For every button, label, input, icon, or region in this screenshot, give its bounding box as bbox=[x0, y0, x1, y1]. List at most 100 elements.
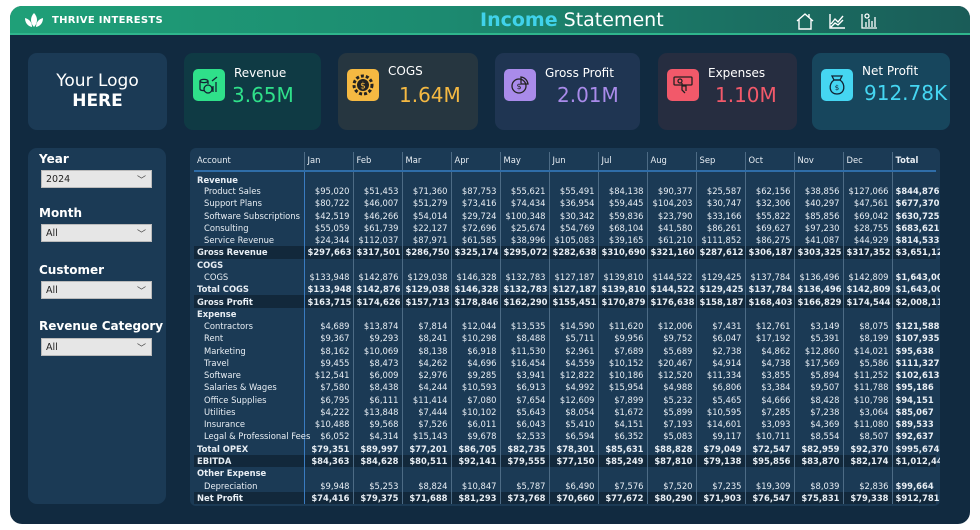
bar-chart-icon[interactable] bbox=[859, 11, 879, 31]
row-label: Support Plans bbox=[194, 197, 305, 210]
home-icon[interactable] bbox=[795, 11, 815, 31]
row-label: EBITDA bbox=[194, 454, 305, 468]
value-cell: $310,690 bbox=[598, 246, 648, 259]
value-cell: $6,806 bbox=[696, 381, 746, 394]
value-cell bbox=[647, 307, 697, 320]
value-cell: $166,829 bbox=[794, 295, 844, 308]
total-cell bbox=[892, 171, 936, 185]
value-cell: $7,689 bbox=[598, 344, 648, 357]
value-cell: $12,609 bbox=[549, 393, 599, 406]
value-cell: $46,007 bbox=[353, 197, 403, 210]
row-label: Marketing bbox=[194, 344, 305, 357]
value-cell: $28,755 bbox=[843, 221, 893, 235]
value-cell: $4,862 bbox=[745, 344, 795, 357]
value-cell: $9,948 bbox=[304, 479, 354, 492]
value-cell: $7,080 bbox=[451, 393, 501, 406]
value-cell: $80,290 bbox=[647, 491, 697, 504]
revenue-category-dropdown[interactable]: All ﹀ bbox=[41, 338, 152, 356]
value-cell bbox=[549, 171, 599, 185]
table-row: Contractors $4,689 $13,874 $7,814 $12,044 $13… bbox=[194, 319, 940, 333]
value-cell bbox=[402, 258, 452, 271]
total-cell bbox=[892, 308, 936, 320]
value-cell: $12,822 bbox=[549, 368, 599, 382]
month-dropdown[interactable]: All ﹀ bbox=[41, 224, 152, 242]
value-cell: $81,293 bbox=[451, 491, 501, 504]
kpi-expenses: Expenses 1.10M bbox=[658, 53, 797, 130]
value-cell: $142,876 bbox=[353, 270, 403, 284]
value-cell: $7,238 bbox=[794, 405, 844, 419]
value-cell: $88,828 bbox=[647, 442, 697, 455]
value-cell: $174,544 bbox=[843, 295, 893, 308]
value-cell bbox=[500, 171, 550, 185]
value-cell: $5,787 bbox=[500, 479, 550, 492]
table-row: EBITDA $84,363 $84,628 $80,511 $92,141 $79,55… bbox=[194, 454, 940, 468]
total-cell bbox=[892, 467, 936, 479]
value-cell: $295,072 bbox=[500, 246, 550, 259]
column-header-jan[interactable]: Jan bbox=[304, 152, 354, 172]
value-cell: $5,465 bbox=[696, 393, 746, 406]
table-row: Software Subscriptions $42,519 $46,266 $54,… bbox=[194, 209, 939, 222]
value-cell: $78,301 bbox=[549, 442, 599, 455]
column-header-jun[interactable]: Jun bbox=[549, 152, 599, 172]
table-row: Rent $9,367 $9,293 $8,241 $10,298 $8,488 $5,71… bbox=[194, 332, 939, 345]
value-cell: $10,595 bbox=[696, 405, 746, 419]
value-cell: $144,522 bbox=[647, 283, 697, 296]
value-cell: $4,738 bbox=[745, 356, 795, 369]
total-cell: $1,643,006 bbox=[895, 271, 941, 282]
table-row: COGS $133,948 $142,876 $129,038 $146,328 $132… bbox=[194, 270, 941, 284]
value-cell: $5,711 bbox=[549, 332, 599, 345]
year-dropdown[interactable]: 2024 ﹀ bbox=[41, 170, 152, 188]
column-header-apr[interactable]: Apr bbox=[451, 152, 501, 172]
value-cell bbox=[451, 171, 501, 185]
value-cell: $82,959 bbox=[794, 442, 844, 455]
column-header-may[interactable]: May bbox=[500, 152, 550, 172]
value-cell: $8,138 bbox=[402, 344, 452, 357]
value-cell: $44,929 bbox=[843, 234, 893, 247]
column-header-feb[interactable]: Feb bbox=[353, 152, 403, 172]
hand-payment-icon bbox=[667, 69, 699, 101]
value-cell bbox=[500, 258, 550, 271]
total-cell: $814,533 bbox=[895, 235, 940, 246]
total-cell: $89,533 bbox=[895, 419, 934, 430]
value-cell bbox=[745, 307, 795, 320]
value-cell: $95,856 bbox=[745, 454, 795, 468]
value-cell: $8,054 bbox=[549, 405, 599, 419]
column-header-oct[interactable]: Oct bbox=[745, 152, 795, 172]
line-chart-icon[interactable] bbox=[827, 11, 847, 31]
column-header-jul[interactable]: Jul bbox=[598, 152, 648, 172]
total-cell: $121,588 bbox=[895, 321, 940, 332]
row-label: Total COGS bbox=[194, 283, 305, 296]
value-cell: $321,160 bbox=[647, 246, 697, 259]
value-cell: $79,555 bbox=[500, 454, 550, 468]
value-cell: $11,252 bbox=[843, 368, 893, 382]
value-cell bbox=[696, 307, 746, 320]
page-title: Income Statement bbox=[480, 9, 664, 31]
column-header-account[interactable]: Account bbox=[194, 152, 305, 172]
value-cell: $7,526 bbox=[402, 418, 452, 431]
value-cell: $85,631 bbox=[598, 442, 648, 455]
value-cell: $174,626 bbox=[353, 295, 403, 308]
value-cell: $79,338 bbox=[843, 491, 893, 504]
column-header-total[interactable]: Total bbox=[892, 152, 936, 172]
value-cell: $4,222 bbox=[304, 405, 354, 419]
column-header-nov[interactable]: Nov bbox=[794, 152, 844, 172]
column-header-mar[interactable]: Mar bbox=[402, 152, 452, 172]
value-cell: $32,306 bbox=[745, 197, 795, 210]
value-cell: $54,014 bbox=[402, 209, 452, 222]
value-cell: $19,309 bbox=[745, 479, 795, 492]
table-row: Revenue bbox=[194, 171, 936, 185]
column-header-sep[interactable]: Sep bbox=[696, 152, 746, 172]
column-header-dec[interactable]: Dec bbox=[843, 152, 893, 172]
value-cell: $86,261 bbox=[696, 221, 746, 235]
value-cell: $136,496 bbox=[794, 270, 844, 284]
value-cell: $129,425 bbox=[696, 270, 746, 284]
value-cell: $92,370 bbox=[843, 442, 893, 455]
row-label: Service Revenue bbox=[194, 234, 305, 247]
value-cell: $12,044 bbox=[451, 319, 501, 333]
customer-dropdown[interactable]: All ﹀ bbox=[41, 281, 152, 299]
value-cell: $6,011 bbox=[451, 418, 501, 431]
value-cell: $87,810 bbox=[647, 454, 697, 468]
column-header-aug[interactable]: Aug bbox=[647, 152, 697, 172]
value-cell: $303,325 bbox=[794, 246, 844, 259]
value-cell: $1,672 bbox=[598, 405, 648, 419]
